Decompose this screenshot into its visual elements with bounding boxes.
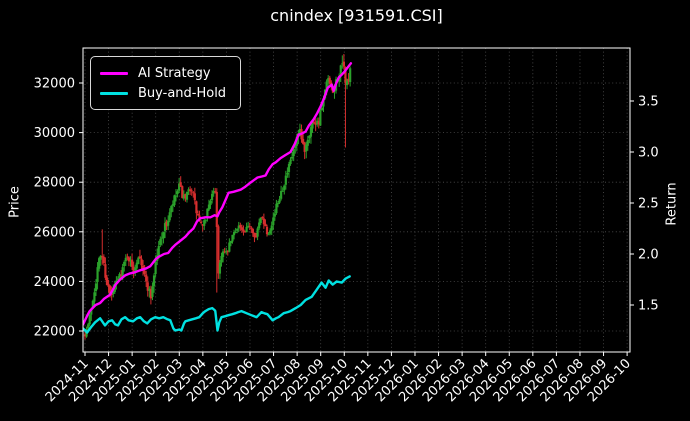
legend: AI Strategy Buy-and-Hold — [90, 56, 242, 110]
price-axis-label: Price — [7, 186, 23, 218]
return-tick-label: 1.5 — [638, 299, 659, 314]
legend-label: Buy-and-Hold — [138, 85, 227, 101]
candlestick-series — [83, 53, 352, 340]
plot-border — [82, 47, 631, 353]
return-axis-label: Return — [664, 182, 680, 226]
price-tick-label: 24000 — [34, 275, 75, 290]
price-tick-label: 28000 — [34, 176, 75, 191]
ai-strategy-line — [83, 62, 353, 326]
line-series — [83, 62, 353, 334]
buy-and-hold-line — [83, 275, 351, 334]
price-tick-label: 32000 — [34, 77, 75, 92]
return-tick-label: 3.5 — [638, 95, 659, 110]
ai-strategy-line-swatch — [100, 71, 128, 75]
legend-entry-buy-and-hold: Buy-and-Hold — [100, 83, 226, 103]
chart-title: cnindex [931591.CSI] — [270, 6, 443, 25]
price-axis: 22000 24000 26000 28000 30000 32000 — [34, 77, 83, 340]
legend-entry-ai-strategy: AI Strategy — [100, 63, 226, 83]
return-tick-label: 3.0 — [638, 146, 659, 161]
return-axis: 1.5 2.0 2.5 3.0 3.5 — [630, 95, 659, 314]
price-tick-label: 22000 — [34, 325, 75, 340]
return-tick-label: 2.0 — [638, 248, 659, 263]
price-tick-label: 30000 — [34, 126, 75, 141]
x-axis: 2024-112024-122025-012025-022025-032025-… — [43, 352, 634, 405]
buy-and-hold-line-swatch — [100, 91, 128, 95]
legend-label: AI Strategy — [138, 65, 211, 81]
return-tick-label: 2.5 — [638, 197, 659, 212]
price-tick-label: 26000 — [34, 225, 75, 240]
